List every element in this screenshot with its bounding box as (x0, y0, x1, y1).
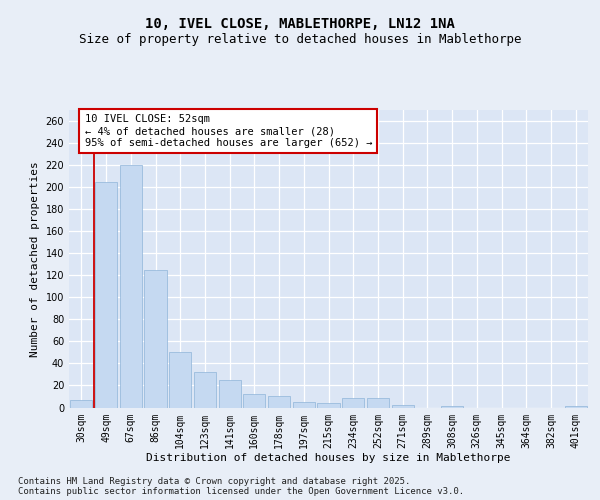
Text: Contains HM Land Registry data © Crown copyright and database right 2025.
Contai: Contains HM Land Registry data © Crown c… (18, 476, 464, 496)
Text: Size of property relative to detached houses in Mablethorpe: Size of property relative to detached ho… (79, 32, 521, 46)
Bar (70, 400, 92, 407)
Bar (95, 182, 117, 408)
Text: 10 IVEL CLOSE: 52sqm
← 4% of detached houses are smaller (28)
95% of semi-detach: 10 IVEL CLOSE: 52sqm ← 4% of detached ho… (85, 114, 372, 148)
Bar (392, 406, 414, 407)
Bar (243, 394, 265, 407)
Bar (441, 406, 463, 408)
Bar (268, 396, 290, 407)
X-axis label: Distribution of detached houses by size in Mablethorpe: Distribution of detached houses by size … (146, 453, 511, 463)
Bar (169, 352, 191, 408)
Bar (145, 270, 167, 407)
Bar (317, 403, 340, 407)
Y-axis label: Number of detached properties: Number of detached properties (30, 161, 40, 356)
Bar (293, 402, 315, 407)
Bar (342, 398, 364, 407)
Bar (119, 165, 142, 408)
Bar (194, 372, 216, 408)
Bar (367, 398, 389, 407)
Text: 10, IVEL CLOSE, MABLETHORPE, LN12 1NA: 10, IVEL CLOSE, MABLETHORPE, LN12 1NA (145, 18, 455, 32)
Bar (565, 406, 587, 408)
Bar (218, 380, 241, 407)
